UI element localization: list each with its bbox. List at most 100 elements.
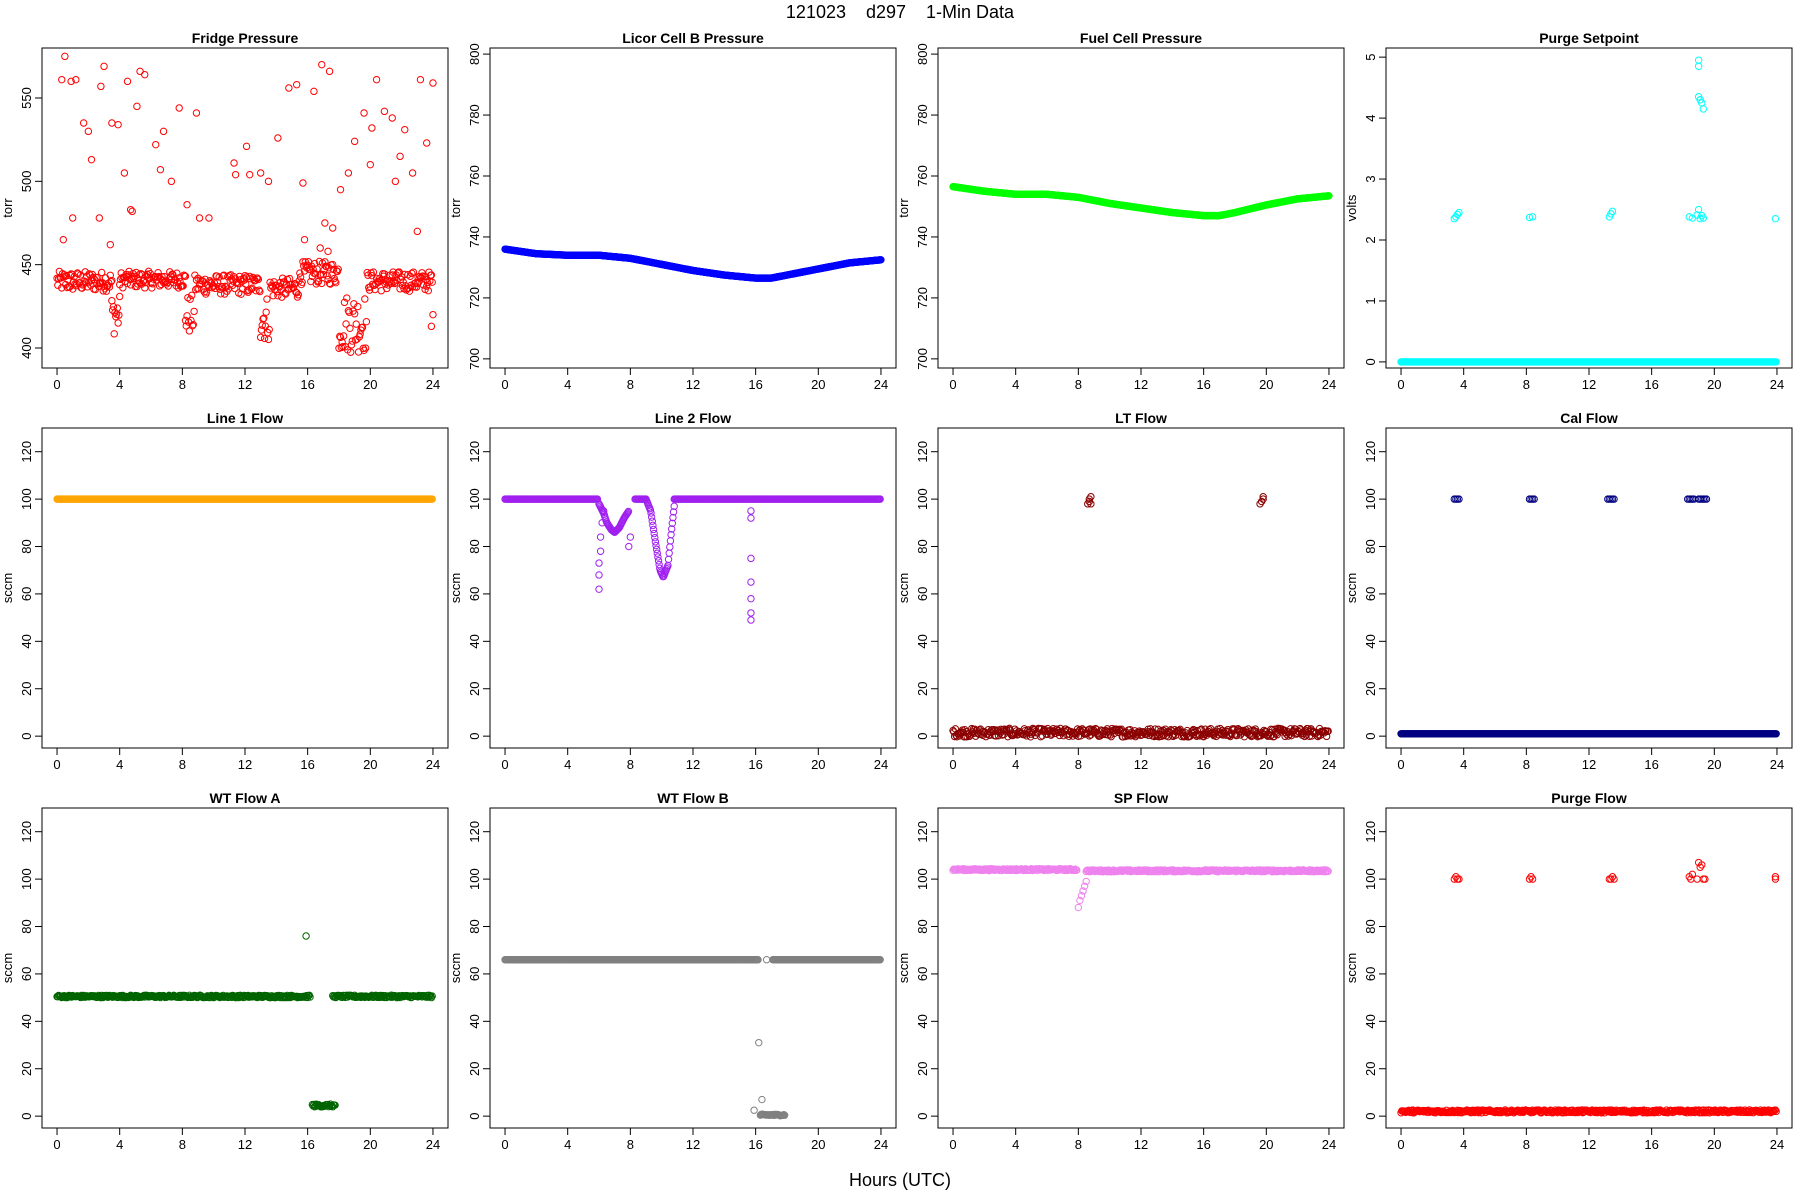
data-point [650, 529, 658, 538]
data-point [653, 549, 661, 557]
data-point [325, 67, 334, 76]
data-point [195, 214, 204, 222]
data-points [949, 182, 1333, 220]
x-tick-label: 24 [1322, 757, 1336, 772]
data-point [1685, 213, 1693, 221]
data-point [191, 285, 200, 294]
data-point [394, 269, 402, 277]
y-tick-label: 4 [1363, 114, 1378, 121]
y-tick-label: 80 [19, 539, 34, 553]
y-tick-label: 40 [1363, 634, 1378, 648]
x-tick-label: 8 [1523, 377, 1530, 392]
y-tick-label: 0 [1363, 358, 1378, 365]
data-point [167, 177, 176, 186]
y-tick-label: 120 [19, 441, 34, 463]
data-point [318, 60, 326, 69]
data-point [159, 127, 168, 136]
data-point [241, 271, 249, 280]
plot-title: Licor Cell B Pressure [622, 30, 764, 46]
data-point [1455, 208, 1463, 217]
data-point [342, 320, 350, 328]
data-point [668, 519, 677, 527]
data-point [123, 77, 132, 86]
x-tick-label: 16 [1196, 377, 1210, 392]
data-point [876, 495, 884, 503]
data-point [108, 297, 116, 305]
data-point [100, 62, 108, 71]
data-point [596, 533, 605, 541]
data-point [59, 235, 68, 244]
data-point [310, 87, 318, 96]
data-point [339, 332, 348, 340]
data-point [321, 219, 329, 227]
data-point [1313, 732, 1321, 740]
y-tick-label: 780 [915, 104, 930, 126]
data-point [199, 277, 207, 285]
data-point [292, 80, 301, 89]
data-point [114, 319, 122, 327]
plot-frame [937, 427, 1345, 749]
data-point [72, 75, 80, 84]
y-tick-label: 0 [19, 733, 34, 740]
data-point [416, 274, 425, 282]
y-tick-label: 20 [915, 682, 930, 696]
data-point [372, 75, 381, 84]
data-point [1450, 214, 1458, 223]
data-point [78, 284, 86, 292]
data-point [256, 169, 265, 177]
x-tick-label: 12 [1134, 377, 1148, 392]
y-axis-label: sccm [896, 573, 911, 603]
x-tick-label: 16 [300, 1137, 314, 1152]
data-point [231, 170, 240, 179]
data-point [350, 310, 359, 318]
x-tick-label: 16 [300, 757, 314, 772]
data-point [278, 274, 287, 282]
y-tick-label: 80 [467, 539, 482, 553]
data-point [321, 258, 329, 266]
data-point [69, 214, 77, 222]
data-point [1325, 192, 1333, 200]
data-point [1694, 56, 1703, 64]
data-point [255, 286, 263, 294]
data-point [282, 280, 291, 289]
x-tick-label: 8 [179, 377, 186, 392]
data-point [401, 125, 409, 134]
x-tick-label: 20 [811, 377, 825, 392]
y-tick-label: 120 [467, 441, 482, 463]
data-point [99, 287, 107, 295]
data-point [747, 554, 755, 563]
x-tick-label: 8 [1075, 377, 1082, 392]
y-tick-label: 780 [467, 104, 482, 126]
data-point [1284, 732, 1292, 740]
page-title: 121023 d297 1-Min Data [785, 2, 1015, 22]
x-tick-label: 20 [1707, 377, 1721, 392]
data-point [202, 288, 211, 296]
data-point [596, 547, 605, 555]
data-point [171, 276, 179, 284]
data-point [263, 295, 271, 303]
y-tick-label: 20 [19, 682, 34, 696]
data-point [119, 284, 127, 292]
data-point [747, 609, 755, 617]
data-point [1068, 729, 1076, 737]
data-point [319, 270, 328, 279]
y-axis-label: sccm [1344, 573, 1359, 603]
y-tick-label: 400 [19, 337, 34, 359]
data-point [358, 323, 367, 332]
y-axis-label: sccm [448, 573, 463, 603]
data-point [296, 273, 305, 281]
data-point [356, 330, 364, 338]
data-point [667, 525, 676, 533]
data-point [130, 272, 139, 281]
y-tick-label: 100 [1363, 488, 1378, 510]
data-point [316, 244, 324, 252]
data-point [213, 278, 222, 287]
plot-frame [1385, 427, 1793, 749]
data-point [1702, 495, 1711, 503]
x-tick-label: 12 [238, 377, 252, 392]
data-point [600, 507, 608, 515]
data-point [369, 268, 378, 276]
data-point [79, 119, 88, 127]
